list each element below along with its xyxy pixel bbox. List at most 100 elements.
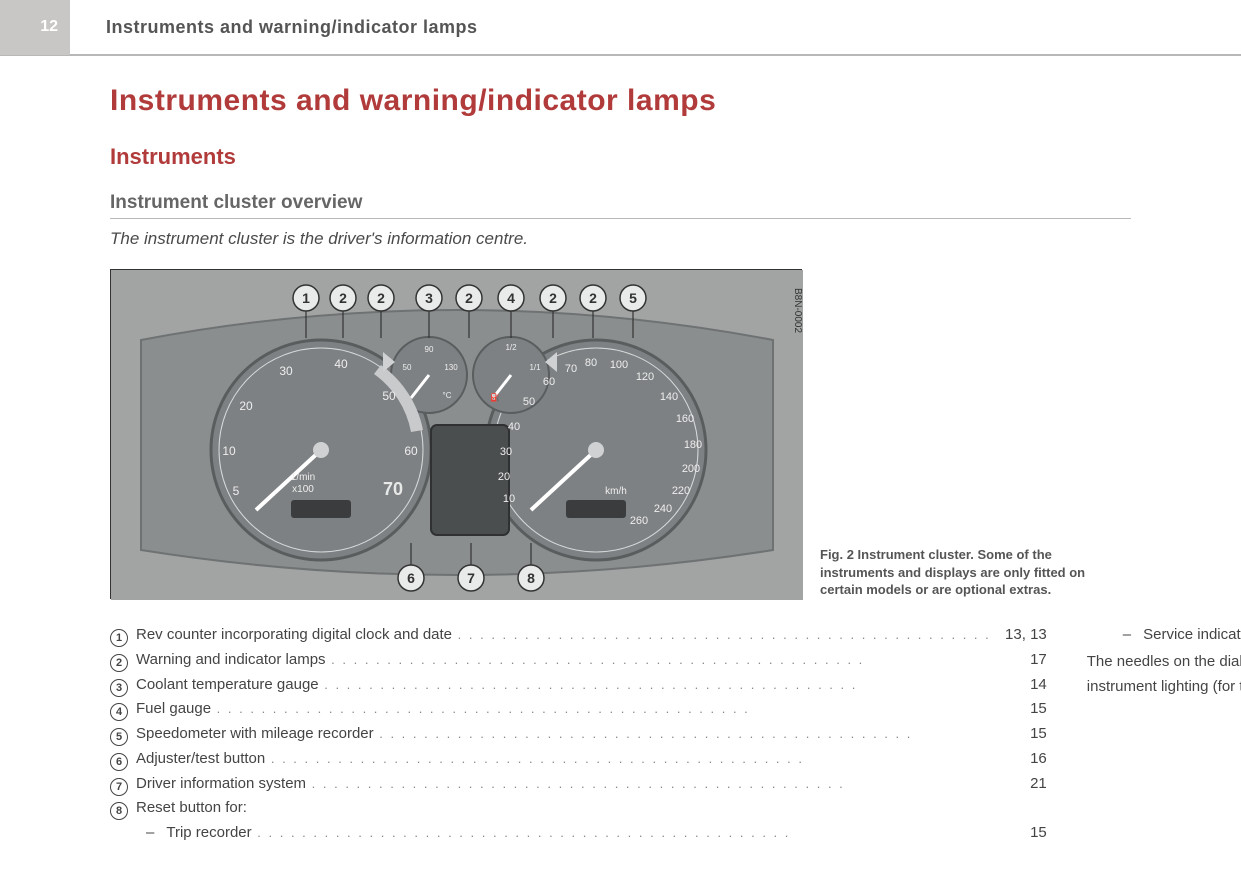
svg-text:180: 180 <box>684 439 702 451</box>
page-content: Instruments and warning/indicator lamps … <box>0 56 1241 846</box>
svg-text:2: 2 <box>339 290 347 306</box>
svg-text:5: 5 <box>629 290 637 306</box>
svg-text:220: 220 <box>672 485 690 497</box>
page-reference: 13, 13 <box>997 623 1047 648</box>
list-item: 1 Rev counter incorporating digital clock… <box>110 623 1047 648</box>
body-paragraph: The needles on the dials in the instrume… <box>1087 650 1241 700</box>
page-reference: 15 <box>999 821 1047 846</box>
main-title: Instruments and warning/indicator lamps <box>110 84 1131 118</box>
list-item-label: Reset button for: <box>136 796 1047 821</box>
svg-text:50: 50 <box>382 389 396 403</box>
dash-icon: – <box>136 821 158 846</box>
list-item-label: Rev counter incorporating digital clock … <box>136 623 989 648</box>
svg-text:50: 50 <box>523 396 535 408</box>
svg-text:2: 2 <box>549 290 557 306</box>
page-reference: 21 <box>999 772 1047 797</box>
list-number-badge: 8 <box>110 802 128 820</box>
svg-text:70: 70 <box>565 363 577 375</box>
list-subitem-label: Service indicator <box>1143 623 1241 648</box>
content-columns: 1 Rev counter incorporating digital clock… <box>110 623 1131 846</box>
subsection-title: Instrument cluster overview <box>110 192 1131 214</box>
body-paragraph-text: The needles on the dials in the instrume… <box>1087 653 1241 695</box>
svg-text:10: 10 <box>503 493 515 505</box>
list-number-badge: 4 <box>110 703 128 721</box>
svg-text:1: 1 <box>302 290 310 306</box>
list-subitem-label: Trip recorder <box>166 821 990 846</box>
list-subitem: –Trip recorder 15 <box>136 821 1047 846</box>
svg-text:5: 5 <box>233 484 240 498</box>
svg-text:60: 60 <box>404 444 418 458</box>
instrument-cluster-figure: 70 5 10 20 30 40 50 60 1/min x100 10 20 <box>110 269 802 599</box>
list-item-label: Warning and indicator lamps <box>136 648 991 673</box>
svg-text:50: 50 <box>403 363 412 372</box>
list-number-badge: 3 <box>110 679 128 697</box>
svg-text:4: 4 <box>507 290 515 306</box>
list-number-badge: 6 <box>110 753 128 771</box>
svg-text:100: 100 <box>610 359 628 371</box>
page-reference: 15 <box>999 722 1047 747</box>
list-item: 4 Fuel gauge 15 <box>110 697 1047 722</box>
page-number: 12 <box>0 0 70 55</box>
svg-text:2: 2 <box>589 290 597 306</box>
svg-text:30: 30 <box>279 364 293 378</box>
list-number-badge: 1 <box>110 629 128 647</box>
svg-text:240: 240 <box>654 503 672 515</box>
page-reference: 14 <box>999 673 1047 698</box>
svg-text:30: 30 <box>500 446 512 458</box>
list-item: 7Driver information system21 <box>110 772 1047 797</box>
svg-text:2: 2 <box>465 290 473 306</box>
svg-text:80: 80 <box>585 357 597 369</box>
running-title: Instruments and warning/indicator lamps <box>106 17 478 38</box>
svg-text:20: 20 <box>498 471 510 483</box>
svg-text:260: 260 <box>630 515 648 527</box>
list-item: 5 Speedometer with mileage recorder 15 <box>110 722 1047 747</box>
svg-text:160: 160 <box>676 413 694 425</box>
list-subitem: –Service indicator24 <box>1113 623 1241 648</box>
rule <box>110 218 1131 219</box>
svg-text:120: 120 <box>636 371 654 383</box>
svg-text:200: 200 <box>682 463 700 475</box>
svg-text:7: 7 <box>467 570 475 586</box>
list-item-label: Speedometer with mileage recorder <box>136 722 991 747</box>
header-bar: 12 Instruments and warning/indicator lam… <box>0 0 1241 56</box>
svg-text:2: 2 <box>377 290 385 306</box>
page-reference: 15 <box>999 697 1047 722</box>
list-number-badge: 2 <box>110 654 128 672</box>
svg-text:°C: °C <box>443 391 452 400</box>
list-item-label: Fuel gauge <box>136 697 991 722</box>
svg-text:1/min: 1/min <box>291 472 315 483</box>
svg-text:40: 40 <box>334 357 348 371</box>
svg-text:⛽: ⛽ <box>490 392 500 402</box>
intro-text: The instrument cluster is the driver's i… <box>110 229 1131 249</box>
svg-text:40: 40 <box>508 421 520 433</box>
list-item: 2 Warning and indicator lamps 17 <box>110 648 1047 673</box>
svg-text:90: 90 <box>425 345 434 354</box>
svg-text:1/1: 1/1 <box>529 363 541 372</box>
svg-text:140: 140 <box>660 391 678 403</box>
page-reference: 17 <box>999 648 1047 673</box>
svg-text:x100: x100 <box>292 484 314 495</box>
list-number-badge: 5 <box>110 728 128 746</box>
svg-text:km/h: km/h <box>605 486 627 497</box>
list-number-badge: 7 <box>110 778 128 796</box>
dash-icon: – <box>1113 623 1135 648</box>
section-title: Instruments <box>110 144 1131 170</box>
svg-text:130: 130 <box>444 363 458 372</box>
list-item-label: Adjuster/test button <box>136 747 991 772</box>
svg-text:1/2: 1/2 <box>505 343 517 352</box>
figure-id: B8N-0002 <box>792 288 803 333</box>
right-column: –Service indicator24 The needles on the … <box>1087 623 1241 846</box>
svg-text:20: 20 <box>239 399 253 413</box>
svg-text:8: 8 <box>527 570 535 586</box>
svg-text:3: 3 <box>425 290 433 306</box>
page-reference: 16 <box>999 747 1047 772</box>
figure-caption: Fig. 2 Instrument cluster. Some of the i… <box>820 546 1120 599</box>
svg-text:60: 60 <box>543 376 555 388</box>
svg-text:10: 10 <box>222 444 236 458</box>
svg-text:70: 70 <box>383 479 403 499</box>
list-item-label: Coolant temperature gauge <box>136 673 991 698</box>
list-item: 3 Coolant temperature gauge 14 <box>110 673 1047 698</box>
left-column: 1 Rev counter incorporating digital clock… <box>110 623 1047 846</box>
list-item: 8 Reset button for: <box>110 796 1047 821</box>
list-item: 6 Adjuster/test button 16 <box>110 747 1047 772</box>
